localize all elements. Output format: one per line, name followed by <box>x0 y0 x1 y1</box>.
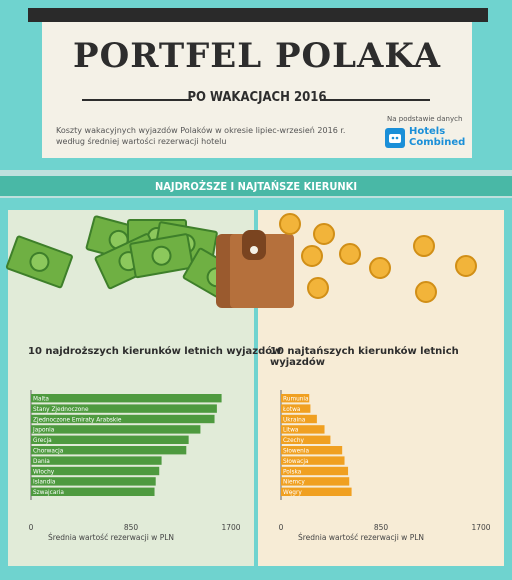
description-line-1: Koszty wakacyjnych wyjazdów Polaków w ok… <box>56 126 346 135</box>
bar <box>31 425 201 434</box>
tick-label: 0 <box>279 523 284 532</box>
bar <box>281 404 311 413</box>
bar <box>31 394 222 403</box>
hotelscombined-logo: Hotels Combined <box>385 126 470 150</box>
source-label: Na podstawie danych <box>387 115 463 123</box>
logo-text-line-2: Combined <box>409 137 466 148</box>
top-bar <box>28 8 488 22</box>
bar-label: Węgry <box>283 490 302 496</box>
logo-text-line-1: Hotels <box>409 126 446 137</box>
bar-label: Polska <box>283 469 302 475</box>
bar-label: Łotwa <box>282 407 301 413</box>
bar-label: Malta <box>33 397 49 403</box>
chart-title-cheap: 10 najtańszych kierunków letnich wyjazdó… <box>270 346 459 368</box>
tick-label: 850 <box>124 523 139 532</box>
header: PORTFEL POLAKA PO WAKACJACH 2016 Koszty … <box>42 22 472 158</box>
bar <box>31 477 156 486</box>
bar-label: Litwa <box>283 428 299 434</box>
bar <box>31 446 187 455</box>
chart-cheap: Rumunia Łotwa Ukraina Litwa Czechy Słowenia Sł… <box>279 390 491 542</box>
bar-label: Stany Zjednoczone <box>33 407 89 413</box>
chart-expensive: Malta Stany Zjednoczone Zjednoczone Emirat… <box>29 390 241 542</box>
bar-label: Rumunia <box>283 397 309 403</box>
bar <box>31 487 155 496</box>
bar <box>281 435 331 444</box>
bar <box>281 394 310 403</box>
page-subtitle: PO WAKACJACH 2016 <box>187 90 327 105</box>
bar <box>281 456 345 465</box>
bar <box>281 466 349 476</box>
bar-label: Zjednoczone Emiraty Arabskie <box>33 417 122 423</box>
bar-label: Czechy <box>283 438 305 444</box>
bar-label: Szwajcaria <box>33 490 64 496</box>
bar-label: Islandia <box>33 480 56 486</box>
bar <box>281 446 343 455</box>
logo-text: Hotels Combined <box>409 126 465 148</box>
subtitle-rule-left <box>82 99 192 101</box>
coin-icon <box>279 213 477 303</box>
tick-label: 1700 <box>471 523 490 532</box>
bar <box>31 466 160 476</box>
banknote-icon <box>5 215 251 307</box>
bar-label: Niemcy <box>283 480 305 486</box>
tick-label: 0 <box>29 523 34 532</box>
bar <box>281 487 352 496</box>
illustration <box>5 213 477 308</box>
bar-label: Słowacja <box>283 459 309 465</box>
bar-label: Japonia <box>32 428 55 434</box>
x-axis-label: Średnia wartość rezerwacji w PLN <box>298 533 424 542</box>
chart-title-expensive: 10 najdroższych kierunków letnich wyjazd… <box>28 346 282 357</box>
tick-label: 1700 <box>221 523 240 532</box>
description-line-2: według średniej wartości rezerwacji hote… <box>56 137 227 146</box>
bar <box>281 477 350 486</box>
bar <box>281 414 317 424</box>
bar-label: Grecja <box>33 438 52 444</box>
bar-label: Chorwacja <box>33 449 64 455</box>
section-band <box>0 176 512 196</box>
wallet-icon <box>216 230 294 308</box>
section-title: NAJDROŻSZE I NAJTAŃSZE KIERUNKI <box>154 180 358 193</box>
bar <box>31 404 217 413</box>
bar <box>31 456 162 465</box>
logo-icon <box>385 128 405 148</box>
bar-label: Słowenia <box>283 449 309 455</box>
bar-label: Włochy <box>33 469 55 475</box>
tick-label: 850 <box>374 523 389 532</box>
bar-label: Dania <box>33 459 50 465</box>
subtitle-rule-right <box>320 99 430 101</box>
bar-label: Ukraina <box>283 417 306 423</box>
bar <box>31 414 215 424</box>
description: Koszty wakacyjnych wyjazdów Polaków w ok… <box>56 125 376 147</box>
x-axis-label: Średnia wartość rezerwacji w PLN <box>48 533 174 542</box>
page-title: PORTFEL POLAKA <box>73 36 441 76</box>
bar <box>31 435 189 444</box>
bar <box>281 425 325 434</box>
